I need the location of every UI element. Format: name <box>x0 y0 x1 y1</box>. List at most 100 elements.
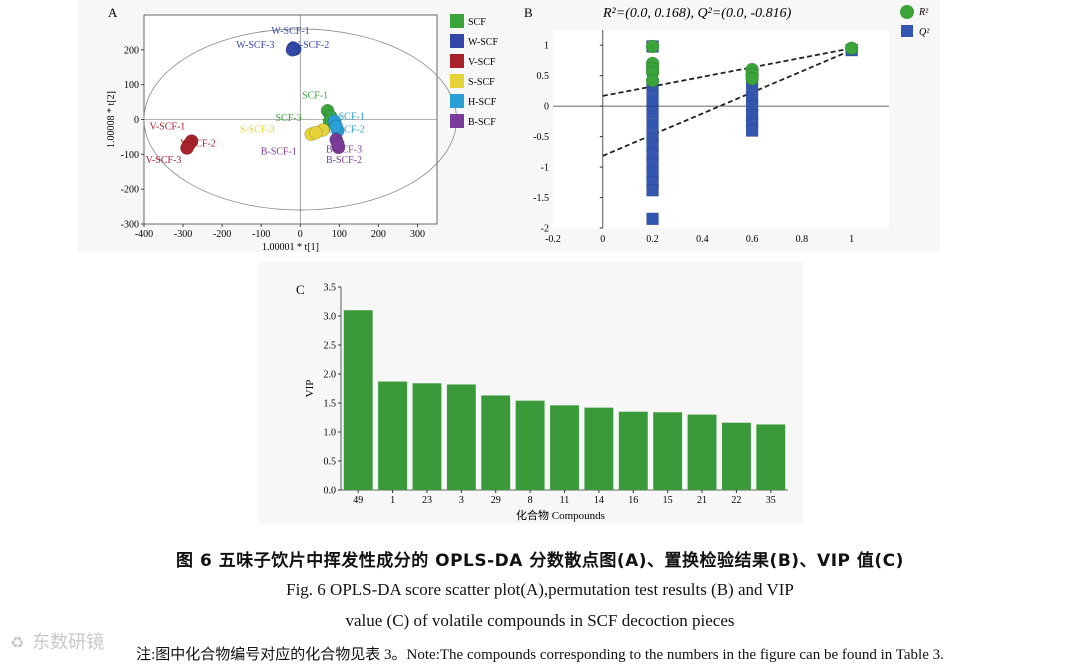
legend-swatch <box>450 74 464 88</box>
vip-bar <box>721 422 751 490</box>
point-label: W-SCF-3 <box>236 40 274 51</box>
x-tick-label: 3 <box>459 495 464 506</box>
figure-caption-en-line1: Fig. 6 OPLS-DA score scatter plot(A),per… <box>286 580 794 599</box>
y-tick-label: 1.0 <box>324 428 337 439</box>
x-axis-label: 1.00001 * t[1] <box>262 242 319 253</box>
x-tick-label: 0.8 <box>796 234 809 245</box>
q2-point <box>646 118 659 131</box>
x-tick-label: -100 <box>252 229 270 240</box>
x-tick-label: 100 <box>332 229 347 240</box>
point-label: B-SCF-3 <box>326 145 362 156</box>
y-tick-label: 1.5 <box>324 399 337 410</box>
legend-swatch <box>450 114 464 128</box>
r2-point <box>844 41 859 56</box>
x-tick-label: 0.4 <box>696 234 709 245</box>
r2-point <box>645 39 660 54</box>
score-scatter-panel: A -400 -300 -200 -100 0 100 200 300 -300 -200 -100 0… <box>78 0 518 253</box>
x-tick-label: 8 <box>528 495 533 506</box>
x-tick-label: 29 <box>491 495 501 506</box>
panel-label: C <box>296 282 305 297</box>
x-tick-label: 35 <box>766 495 776 506</box>
y-tick-label: -1 <box>541 163 549 174</box>
vip-bar <box>618 411 648 490</box>
x-tick-label: 22 <box>731 495 741 506</box>
x-tick-label: 0 <box>298 229 303 240</box>
regression-line <box>602 49 853 157</box>
y-tick-label: 0.5 <box>324 457 337 468</box>
y-tick-label: -0.5 <box>533 132 549 143</box>
y-tick-label: 3.0 <box>324 312 337 323</box>
score-scatter-plot: A-400 -300 -200 -100 0 100 200 300-300-200-1000… <box>106 5 498 253</box>
y-tick-label: 1 <box>544 41 549 52</box>
point-label: V-SCF-3 <box>146 155 182 166</box>
x-tick-label: 49 <box>353 495 363 506</box>
figure-note: 注:图中化合物编号对应的化合物见表 3。Note:The compounds c… <box>136 647 944 663</box>
q2-point <box>646 93 659 107</box>
figure-caption-cn: 图 6 五味子饮片中挥发性成分的 OPLS-DA 分数散点图(A)、置换检验结果… <box>176 551 904 571</box>
vip-bar <box>756 424 786 490</box>
legend-marker-r2 <box>900 5 914 19</box>
y-tick-label: 0.5 <box>537 71 550 82</box>
q2-point <box>646 105 659 119</box>
y-tick-label: 2.0 <box>324 370 337 381</box>
x-tick-label: 0.2 <box>646 234 659 245</box>
y-tick-label: 100 <box>124 80 139 91</box>
q2-point <box>646 183 659 197</box>
panel-label: A <box>108 5 118 20</box>
y-tick-label: -300 <box>121 220 139 231</box>
y-tick-label: 0 <box>544 102 549 113</box>
point-label: V-SCF-2 <box>180 139 216 150</box>
vip-bar <box>412 383 442 490</box>
score-point <box>309 125 323 140</box>
x-axis-label: 化合物 Compounds <box>516 508 605 522</box>
x-tick-label: 15 <box>663 495 673 506</box>
legend-swatch <box>450 94 464 108</box>
vip-bar-chart: C 0.0 0.5 1.0 1.5 2.0 2.5 3.0 3.5 49 1 23 3 29 8 11 14 16… <box>296 282 788 522</box>
point-label: V-SCF-1 <box>150 121 186 132</box>
regression-line <box>602 47 852 97</box>
x-tick-label: 23 <box>422 495 432 506</box>
x-tick-label: 14 <box>594 495 604 506</box>
watermark-logo-icon: ♻ <box>10 633 25 652</box>
legend-label: V-SCF <box>468 57 496 68</box>
x-tick-label: -400 <box>135 229 153 240</box>
y-tick-label: -2 <box>541 224 549 235</box>
x-tick-label: -300 <box>174 229 192 240</box>
legend-label: R² <box>918 7 929 18</box>
y-axis-label: VIP <box>304 380 316 398</box>
legend-swatch <box>450 54 464 68</box>
x-tick-label: 0.6 <box>746 234 759 245</box>
legend-swatch <box>450 14 464 28</box>
y-tick-label: -100 <box>121 150 139 161</box>
figure-caption-en-line2: value (C) of volatile compounds in SCF d… <box>345 611 735 630</box>
chart-title: R²=(0.0, 0.168), Q²=(0.0, -0.816) <box>602 6 792 21</box>
vip-bar-panel: C 0.0 0.5 1.0 1.5 2.0 2.5 3.0 3.5 49 1 23 3 29 8 11 14 16… <box>258 262 803 524</box>
vip-bar <box>343 310 373 490</box>
y-tick-label: -1.5 <box>533 193 549 204</box>
x-tick-label: 0 <box>600 234 605 245</box>
q2-point <box>745 124 759 137</box>
score-point <box>330 137 345 151</box>
point-label: SCF-1 <box>302 91 328 102</box>
legend-swatch <box>450 34 464 48</box>
score-point <box>285 43 300 57</box>
watermark: ♻ 东数研镜 <box>10 628 104 654</box>
x-tick-label: 200 <box>371 229 386 240</box>
point-label: H-SCF-1 <box>328 112 365 123</box>
y-tick-label: 2.5 <box>324 341 337 352</box>
permutation-test-plot: B R²=(0.0, 0.168), Q²=(0.0, -0.816) -0.2 0 0… <box>524 5 930 245</box>
vip-bar <box>378 381 408 490</box>
vip-bar <box>550 405 579 490</box>
score-point <box>329 119 344 134</box>
q2-point <box>646 212 659 226</box>
point-label: B-SCF-2 <box>326 155 362 166</box>
vip-bar <box>446 384 476 490</box>
legend-label: B-SCF <box>468 117 496 128</box>
plot-area <box>553 30 889 228</box>
legend-label: H-SCF <box>468 97 497 108</box>
point-label: W-SCF-1 <box>271 26 309 37</box>
vip-bar <box>687 414 717 490</box>
r2-point <box>745 71 759 86</box>
x-tick-label: 1 <box>390 495 395 506</box>
legend-marker-q2 <box>901 25 913 37</box>
